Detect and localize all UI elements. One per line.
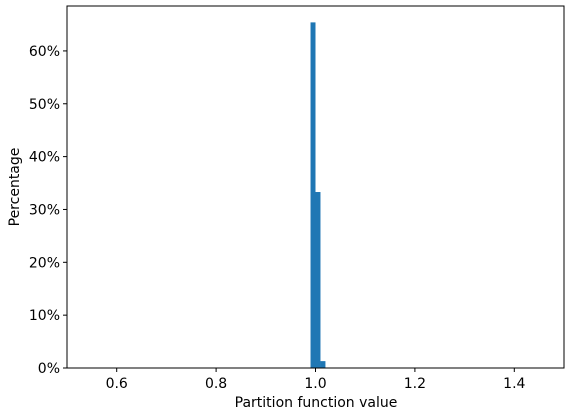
y-tick-label: 60%: [29, 44, 60, 60]
x-axis-label: Partition function value: [235, 395, 398, 411]
x-tick-label: 0.6: [106, 376, 128, 392]
y-tick-label: 50%: [29, 97, 60, 113]
y-axis-label: Percentage: [7, 148, 23, 227]
x-tick-label: 1.4: [503, 376, 525, 392]
x-tick-label: 0.8: [205, 376, 227, 392]
y-tick-label: 20%: [29, 255, 60, 271]
histogram-bars: [311, 22, 326, 368]
histogram-bar: [311, 22, 316, 368]
x-tick-label: 1.0: [304, 376, 326, 392]
y-axis-ticks: 0% 10% 20% 30% 40% 50% 60%: [29, 44, 67, 377]
x-axis-ticks: 0.6 0.8 1.0 1.2 1.4: [106, 368, 526, 392]
y-tick-label: 30%: [29, 202, 60, 218]
histogram-bar: [320, 361, 325, 368]
y-tick-label: 10%: [29, 308, 60, 324]
histogram-bar: [316, 192, 321, 368]
y-tick-label: 40%: [29, 150, 60, 166]
x-tick-label: 1.2: [404, 376, 426, 392]
y-tick-label: 0%: [38, 361, 60, 377]
